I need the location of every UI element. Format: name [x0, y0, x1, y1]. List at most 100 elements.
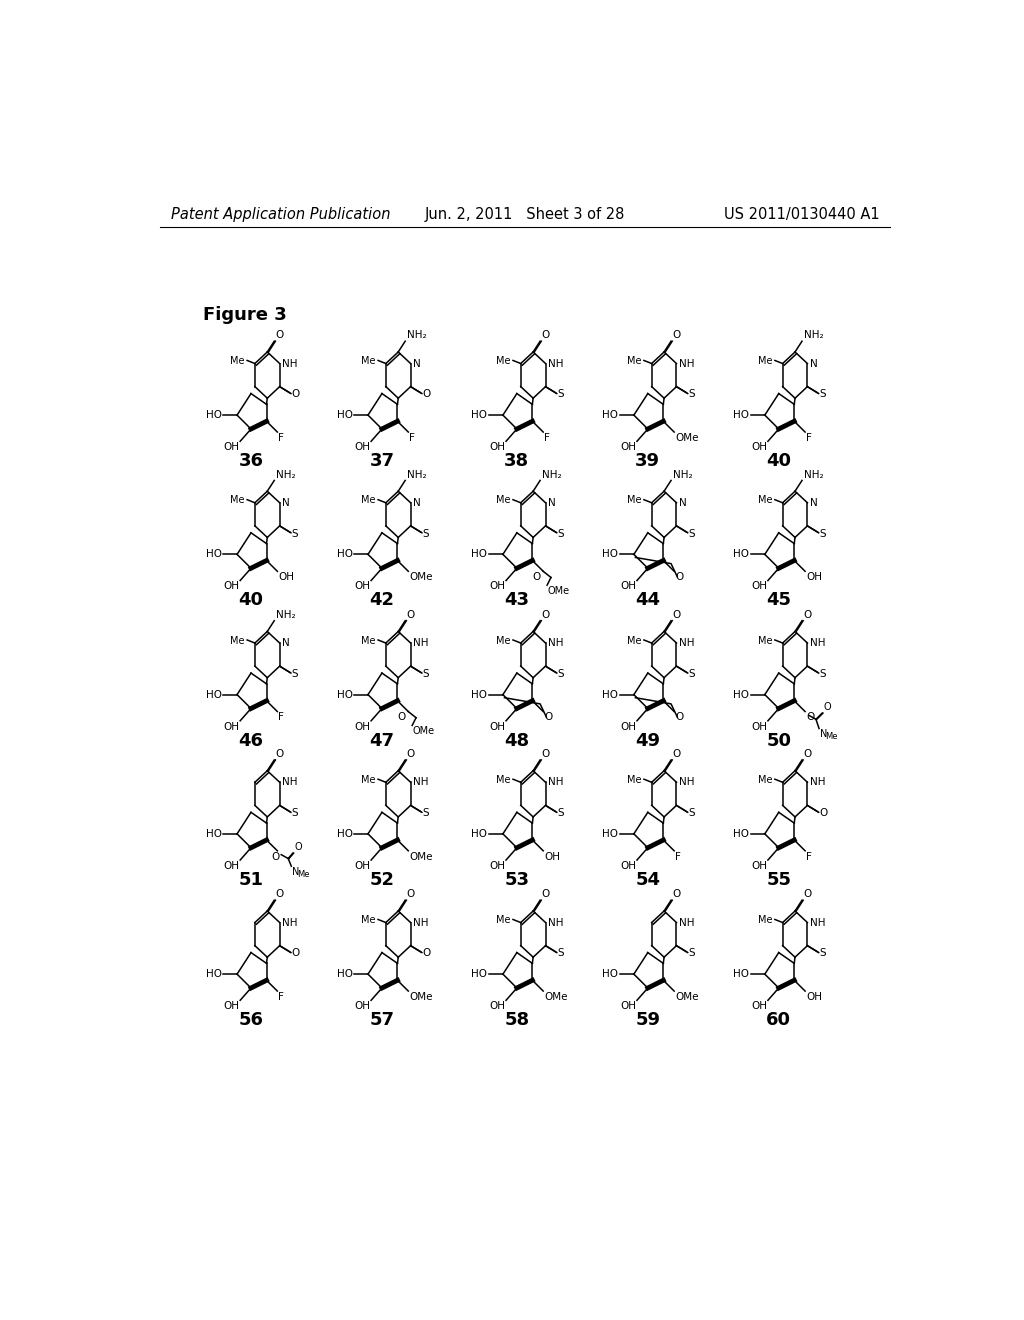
Text: HO: HO — [337, 549, 352, 560]
Text: OH: OH — [806, 572, 822, 582]
Text: S: S — [819, 528, 825, 539]
Text: OH: OH — [354, 1001, 371, 1011]
Text: O: O — [819, 808, 827, 818]
Text: Me: Me — [230, 636, 245, 645]
Text: NH: NH — [413, 777, 428, 787]
Text: O: O — [407, 890, 415, 899]
Text: US 2011/0130440 A1: US 2011/0130440 A1 — [724, 207, 880, 222]
Text: 44: 44 — [635, 591, 660, 610]
Text: HO: HO — [602, 411, 618, 420]
Text: 58: 58 — [504, 1011, 529, 1030]
Text: N: N — [810, 498, 817, 508]
Text: HO: HO — [337, 829, 352, 840]
Text: O: O — [544, 713, 552, 722]
Text: S: S — [819, 389, 825, 400]
Text: Me: Me — [361, 636, 376, 645]
Text: 60: 60 — [766, 1011, 792, 1030]
Text: 46: 46 — [239, 731, 263, 750]
Text: OMe: OMe — [413, 726, 435, 737]
Text: NH: NH — [282, 917, 298, 928]
Text: O: O — [806, 713, 814, 722]
Text: Me: Me — [497, 636, 511, 645]
Text: HO: HO — [733, 689, 750, 700]
Text: OH: OH — [621, 442, 636, 451]
Text: Jun. 2, 2011   Sheet 3 of 28: Jun. 2, 2011 Sheet 3 of 28 — [425, 207, 625, 222]
Text: S: S — [422, 669, 429, 678]
Text: OH: OH — [621, 581, 636, 591]
Text: S: S — [688, 669, 694, 678]
Text: F: F — [279, 713, 284, 722]
Text: F: F — [544, 433, 550, 442]
Text: O: O — [422, 389, 430, 400]
Text: O: O — [532, 572, 541, 582]
Text: 59: 59 — [635, 1011, 660, 1030]
Text: OH: OH — [489, 442, 505, 451]
Text: S: S — [688, 808, 694, 818]
Text: NH₂: NH₂ — [407, 470, 426, 479]
Text: 40: 40 — [766, 451, 792, 470]
Text: Me: Me — [497, 356, 511, 366]
Text: O: O — [275, 890, 284, 899]
Text: 37: 37 — [370, 451, 394, 470]
Text: 39: 39 — [635, 451, 660, 470]
Text: OH: OH — [752, 442, 767, 451]
Text: Me: Me — [361, 356, 376, 366]
Text: NH: NH — [413, 638, 428, 648]
Text: F: F — [675, 851, 681, 862]
Text: Patent Application Publication: Patent Application Publication — [171, 207, 390, 222]
Text: NH: NH — [679, 359, 694, 368]
Text: O: O — [823, 702, 831, 713]
Text: HO: HO — [471, 411, 487, 420]
Text: Me: Me — [361, 495, 376, 506]
Text: OH: OH — [752, 581, 767, 591]
Text: NH₂: NH₂ — [673, 470, 692, 479]
Text: O: O — [673, 330, 681, 341]
Text: O: O — [291, 948, 300, 958]
Text: O: O — [291, 389, 300, 400]
Text: NH: NH — [810, 777, 825, 787]
Text: Me: Me — [758, 495, 772, 506]
Text: S: S — [688, 528, 694, 539]
Text: S: S — [688, 948, 694, 958]
Text: O: O — [275, 750, 284, 759]
Text: Figure 3: Figure 3 — [204, 306, 287, 323]
Text: 49: 49 — [635, 731, 660, 750]
Text: O: O — [275, 330, 284, 341]
Text: F: F — [806, 433, 812, 442]
Text: S: S — [291, 528, 298, 539]
Text: 36: 36 — [239, 451, 263, 470]
Text: HO: HO — [471, 689, 487, 700]
Text: N: N — [282, 498, 290, 508]
Text: HO: HO — [602, 689, 618, 700]
Text: O: O — [804, 610, 812, 620]
Text: OH: OH — [354, 861, 371, 871]
Text: Me: Me — [758, 636, 772, 645]
Text: 56: 56 — [239, 1011, 263, 1030]
Text: 52: 52 — [370, 871, 394, 888]
Text: Me: Me — [361, 775, 376, 785]
Text: S: S — [557, 389, 564, 400]
Text: HO: HO — [206, 969, 221, 979]
Text: F: F — [279, 991, 284, 1002]
Text: 55: 55 — [766, 871, 792, 888]
Text: S: S — [819, 669, 825, 678]
Text: NH: NH — [548, 777, 563, 787]
Text: OH: OH — [752, 722, 767, 731]
Text: OMe: OMe — [548, 586, 570, 595]
Text: O: O — [271, 851, 280, 862]
Text: N: N — [413, 359, 421, 368]
Text: Me: Me — [297, 870, 309, 879]
Text: OH: OH — [544, 851, 560, 862]
Text: 40: 40 — [239, 591, 263, 610]
Text: 53: 53 — [505, 871, 529, 888]
Text: OH: OH — [279, 572, 294, 582]
Text: OH: OH — [489, 1001, 505, 1011]
Text: OH: OH — [752, 1001, 767, 1011]
Text: 48: 48 — [504, 731, 529, 750]
Text: 47: 47 — [370, 731, 394, 750]
Text: 38: 38 — [504, 451, 529, 470]
Text: HO: HO — [206, 549, 221, 560]
Text: HO: HO — [602, 829, 618, 840]
Text: OH: OH — [354, 442, 371, 451]
Text: O: O — [804, 750, 812, 759]
